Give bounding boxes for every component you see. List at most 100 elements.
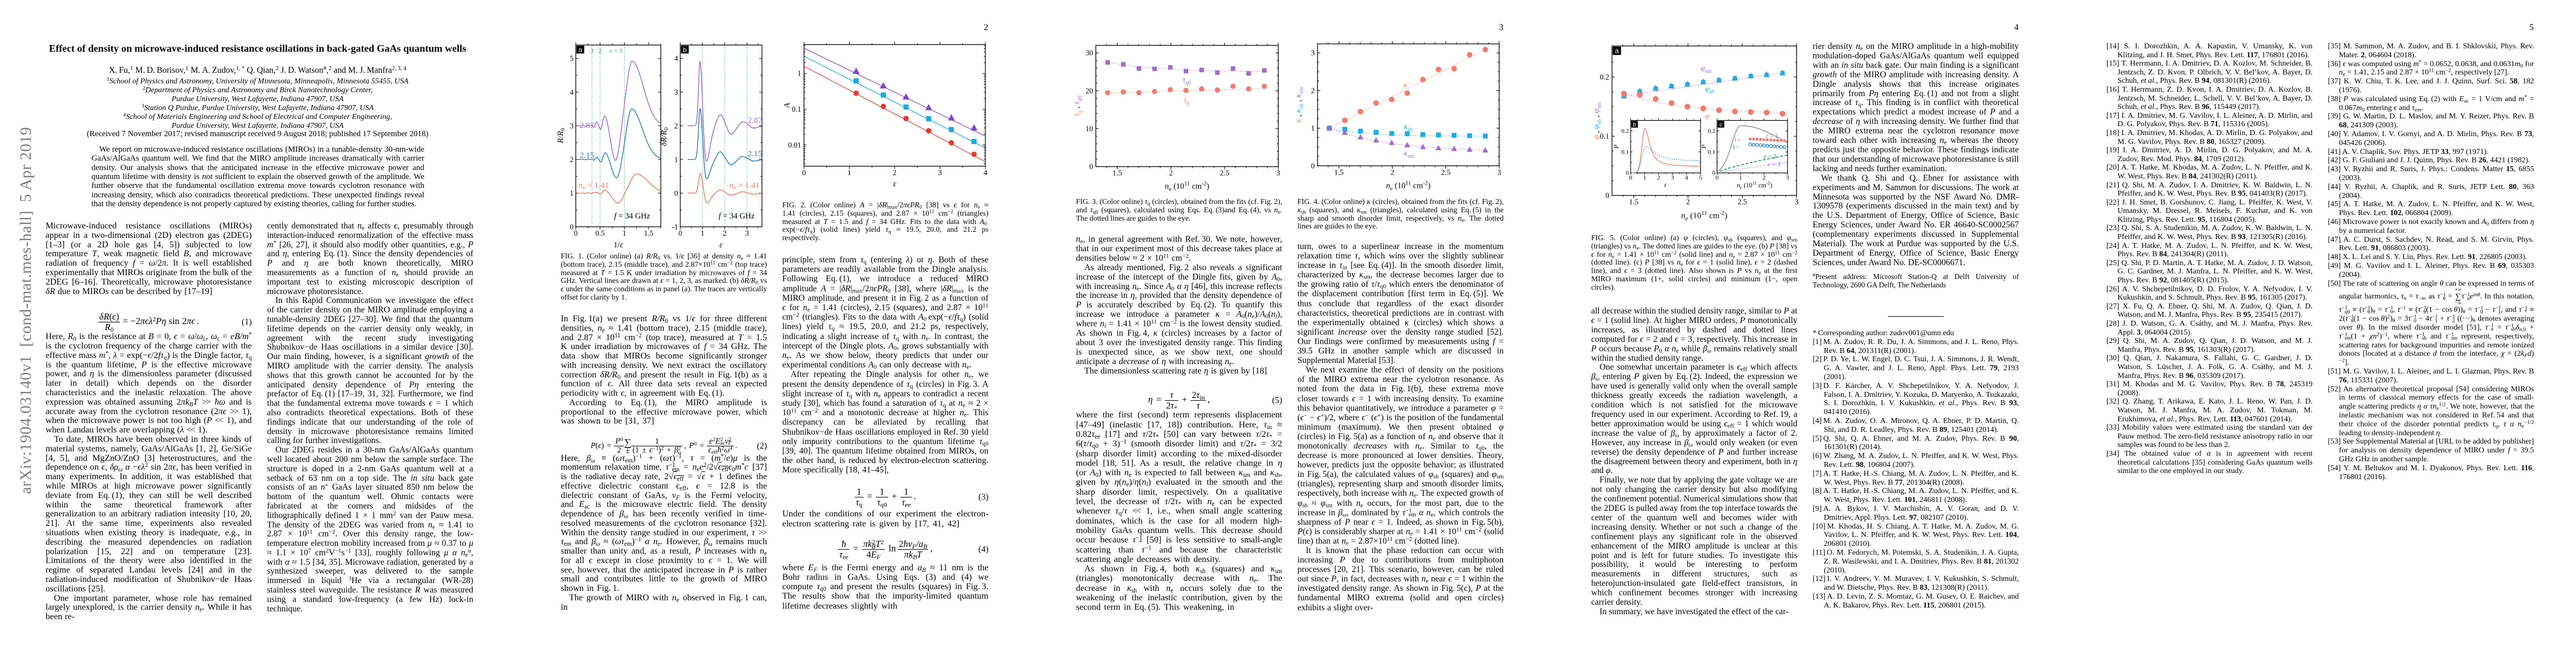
- svg-text:1/ε: 1/ε: [614, 241, 623, 250]
- svg-text:0: 0: [1712, 170, 1716, 177]
- svg-text:4: 4: [1685, 175, 1688, 181]
- svg-text:a: a: [579, 46, 582, 54]
- svg-text:κ , κsh , κsm: κ , κsh , κsm: [1294, 87, 1305, 122]
- svg-text:0.1: 0.1: [792, 105, 801, 113]
- svg-text:1: 1: [798, 69, 801, 78]
- svg-text:ε = 1: ε = 1: [610, 47, 623, 54]
- svg-text:0: 0: [570, 223, 574, 231]
- svg-text:0.2: 0.2: [1708, 128, 1716, 135]
- svg-text:3: 3: [1277, 169, 1280, 177]
- svg-text:1: 1: [622, 229, 626, 237]
- svg-text:A: A: [783, 103, 792, 108]
- svg-text:1: 1: [701, 229, 705, 237]
- svg-text:1: 1: [1311, 124, 1315, 132]
- svg-text:3: 3: [590, 47, 594, 54]
- svg-text:3: 3: [1786, 175, 1790, 181]
- svg-text:1.5: 1.5: [1113, 169, 1122, 177]
- svg-text:2: 2: [1311, 86, 1315, 94]
- svg-text:R/R0: R/R0: [556, 128, 566, 144]
- svg-text:1: 1: [1739, 175, 1742, 181]
- svg-text:κ: κ: [1403, 81, 1407, 89]
- svg-text:2: 2: [599, 47, 602, 54]
- svg-text:κsh: κsh: [1404, 123, 1413, 133]
- svg-text:0: 0: [802, 168, 806, 177]
- svg-text:3: 3: [570, 122, 574, 130]
- svg-text:0.5: 0.5: [595, 229, 605, 237]
- svg-text:1: 1: [570, 189, 574, 197]
- svg-text:3: 3: [1497, 168, 1501, 176]
- svg-text:1: 1: [1643, 175, 1646, 181]
- svg-text:0.1: 0.1: [1708, 149, 1716, 156]
- svg-text:2.5: 2.5: [1737, 198, 1747, 206]
- svg-text:1−: 1−: [1732, 144, 1739, 151]
- svg-text:1+: 1+: [1734, 137, 1741, 143]
- svg-text:3: 3: [1671, 175, 1675, 181]
- svg-text:ne (1011 cm-2): ne (1011 cm-2): [1165, 181, 1209, 193]
- svg-text:1.5: 1.5: [644, 229, 654, 237]
- svg-text:1.5: 1.5: [1629, 198, 1638, 206]
- svg-text:1.5: 1.5: [1334, 168, 1344, 176]
- svg-text:1: 1: [848, 168, 851, 177]
- svg-text:3: 3: [938, 168, 942, 177]
- svg-text:0: 0: [1311, 162, 1315, 170]
- svg-text:ε = 1: ε = 1: [1766, 133, 1778, 140]
- svg-text:τq: τq: [1184, 96, 1189, 106]
- svg-text:4: 4: [674, 54, 678, 63]
- svg-text:1: 1: [674, 155, 678, 163]
- svg-text:3: 3: [674, 88, 678, 96]
- svg-text:4: 4: [984, 168, 988, 177]
- svg-text:φ: φ: [1705, 112, 1710, 121]
- svg-text:φsh: φsh: [1705, 85, 1715, 95]
- svg-text:2.87: 2.87: [748, 116, 763, 125]
- svg-text:ne = 1.41: ne = 1.41: [579, 181, 609, 191]
- svg-text:2.15: 2.15: [748, 150, 762, 158]
- svg-text:P: P: [1612, 145, 1620, 150]
- svg-text:ε: ε: [1665, 181, 1667, 188]
- svg-text:0: 0: [679, 229, 682, 237]
- svg-text:2.5: 2.5: [1441, 168, 1451, 176]
- svg-text:2: 2: [1657, 175, 1661, 181]
- svg-text:b: b: [1633, 121, 1636, 128]
- svg-text:f = 34 GHz: f = 34 GHz: [719, 212, 755, 221]
- svg-text:3: 3: [1795, 198, 1798, 206]
- svg-text:10: 10: [1085, 125, 1093, 133]
- svg-text:ne (1011 cm-2): ne (1011 cm-2): [1386, 180, 1431, 192]
- svg-text:ε: ε: [719, 241, 723, 250]
- svg-text:3: 3: [1311, 49, 1315, 57]
- svg-text:τq , τq0: τq , τq0: [1073, 96, 1083, 116]
- svg-text:ε = 3: ε = 3: [1768, 161, 1781, 168]
- svg-text:δR/R0: δR/R0: [660, 127, 670, 146]
- svg-text:τq0: τq0: [1183, 76, 1191, 86]
- svg-text:5: 5: [1699, 175, 1702, 181]
- svg-text:0.01: 0.01: [788, 141, 801, 149]
- svg-text:a: a: [1615, 47, 1619, 55]
- svg-text:3: 3: [745, 229, 749, 237]
- svg-text:ne = 1.41: ne = 1.41: [729, 181, 760, 191]
- svg-text:30: 30: [1085, 49, 1093, 57]
- svg-text:c: c: [1720, 121, 1722, 128]
- svg-text:-1: -1: [672, 223, 678, 231]
- svg-text:κsm: κsm: [1404, 150, 1414, 160]
- svg-text:2: 2: [723, 229, 727, 237]
- svg-text:2: 2: [570, 155, 574, 163]
- svg-text:20: 20: [1085, 87, 1093, 95]
- svg-text:φsm: φsm: [1701, 64, 1712, 74]
- svg-text:f = 34 GHz: f = 34 GHz: [614, 212, 651, 221]
- svg-text:5: 5: [570, 54, 574, 63]
- svg-text:2: 2: [1391, 168, 1394, 176]
- svg-text:2: 2: [1762, 175, 1766, 181]
- svg-text:0: 0: [674, 189, 678, 197]
- svg-text:0.1: 0.1: [1600, 132, 1610, 141]
- svg-text:ε = 2: ε = 2: [1764, 153, 1777, 160]
- svg-text:2: 2: [893, 168, 896, 177]
- svg-text:2.15: 2.15: [580, 151, 594, 160]
- svg-text:φ , φsh , φsm: φ , φsh , φsm: [1592, 102, 1603, 139]
- svg-text:2: 2: [1169, 169, 1173, 177]
- svg-text:0: 0: [1626, 170, 1630, 177]
- svg-text:0: 0: [1606, 191, 1610, 200]
- svg-text:2.5: 2.5: [1220, 169, 1229, 177]
- svg-text:b: b: [683, 46, 687, 54]
- svg-text:0: 0: [1629, 175, 1632, 181]
- svg-text:0.2: 0.2: [1621, 128, 1629, 135]
- svg-text:2: 2: [674, 122, 678, 130]
